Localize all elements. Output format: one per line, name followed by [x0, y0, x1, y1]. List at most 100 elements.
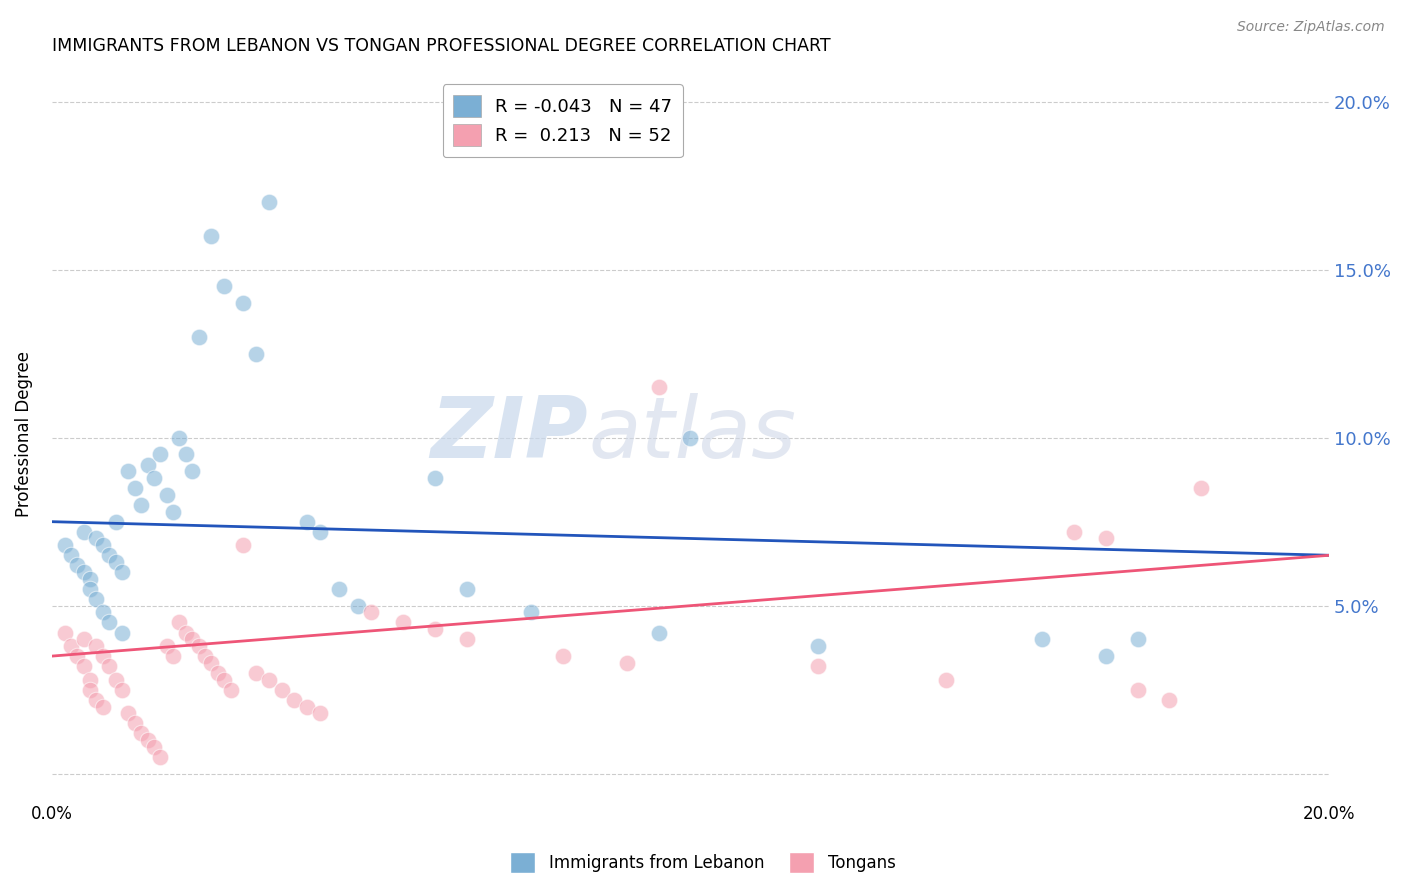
- Point: [360, 606, 382, 620]
- Point: [156, 488, 179, 502]
- Point: [1189, 481, 1212, 495]
- Point: [423, 471, 446, 485]
- Point: [66, 649, 89, 664]
- Point: [98, 615, 121, 630]
- Point: [59, 549, 82, 563]
- Point: [423, 622, 446, 636]
- Point: [79, 572, 101, 586]
- Point: [162, 649, 184, 664]
- Text: ZIP: ZIP: [430, 392, 588, 475]
- Point: [245, 665, 267, 680]
- Point: [456, 582, 478, 596]
- Point: [309, 524, 332, 539]
- Point: [73, 524, 96, 539]
- Point: [181, 464, 204, 478]
- Point: [935, 673, 957, 687]
- Point: [59, 639, 82, 653]
- Point: [187, 330, 209, 344]
- Point: [212, 279, 235, 293]
- Point: [142, 471, 165, 485]
- Point: [257, 195, 280, 210]
- Point: [679, 431, 702, 445]
- Point: [270, 682, 292, 697]
- Point: [117, 706, 139, 721]
- Point: [1159, 693, 1181, 707]
- Point: [200, 229, 222, 244]
- Point: [124, 481, 146, 495]
- Point: [392, 615, 415, 630]
- Text: Source: ZipAtlas.com: Source: ZipAtlas.com: [1237, 20, 1385, 34]
- Point: [520, 606, 543, 620]
- Point: [79, 673, 101, 687]
- Point: [1126, 632, 1149, 647]
- Point: [149, 750, 172, 764]
- Point: [149, 447, 172, 461]
- Point: [647, 380, 669, 394]
- Text: IMMIGRANTS FROM LEBANON VS TONGAN PROFESSIONAL DEGREE CORRELATION CHART: IMMIGRANTS FROM LEBANON VS TONGAN PROFES…: [52, 37, 831, 55]
- Point: [79, 682, 101, 697]
- Point: [73, 565, 96, 579]
- Point: [257, 673, 280, 687]
- Point: [91, 699, 114, 714]
- Point: [1126, 682, 1149, 697]
- Point: [124, 716, 146, 731]
- Point: [73, 659, 96, 673]
- Point: [136, 733, 159, 747]
- Point: [104, 555, 127, 569]
- Point: [79, 582, 101, 596]
- Point: [66, 558, 89, 573]
- Point: [187, 639, 209, 653]
- Point: [169, 431, 191, 445]
- Point: [1094, 532, 1116, 546]
- Point: [136, 458, 159, 472]
- Point: [86, 639, 108, 653]
- Point: [98, 549, 121, 563]
- Point: [194, 649, 217, 664]
- Point: [142, 739, 165, 754]
- Point: [111, 682, 134, 697]
- Point: [232, 538, 254, 552]
- Point: [86, 532, 108, 546]
- Point: [647, 625, 669, 640]
- Point: [73, 632, 96, 647]
- Point: [156, 639, 179, 653]
- Point: [86, 591, 108, 606]
- Point: [207, 665, 229, 680]
- Point: [456, 632, 478, 647]
- Point: [91, 649, 114, 664]
- Point: [200, 656, 222, 670]
- Point: [245, 346, 267, 360]
- Point: [616, 656, 638, 670]
- Point: [297, 699, 319, 714]
- Point: [111, 625, 134, 640]
- Point: [212, 673, 235, 687]
- Point: [129, 726, 152, 740]
- Point: [111, 565, 134, 579]
- Point: [86, 693, 108, 707]
- Legend: R = -0.043   N = 47, R =  0.213   N = 52: R = -0.043 N = 47, R = 0.213 N = 52: [443, 85, 683, 157]
- Point: [129, 498, 152, 512]
- Point: [1031, 632, 1053, 647]
- Point: [807, 659, 830, 673]
- Point: [174, 625, 197, 640]
- Point: [162, 505, 184, 519]
- Point: [219, 682, 242, 697]
- Point: [347, 599, 370, 613]
- Point: [1063, 524, 1085, 539]
- Point: [53, 625, 76, 640]
- Y-axis label: Professional Degree: Professional Degree: [15, 351, 32, 517]
- Point: [551, 649, 574, 664]
- Point: [169, 615, 191, 630]
- Point: [309, 706, 332, 721]
- Point: [232, 296, 254, 310]
- Point: [174, 447, 197, 461]
- Point: [98, 659, 121, 673]
- Point: [104, 673, 127, 687]
- Point: [91, 538, 114, 552]
- Point: [91, 606, 114, 620]
- Legend: Immigrants from Lebanon, Tongans: Immigrants from Lebanon, Tongans: [503, 846, 903, 880]
- Point: [297, 515, 319, 529]
- Point: [1094, 649, 1116, 664]
- Point: [328, 582, 350, 596]
- Point: [181, 632, 204, 647]
